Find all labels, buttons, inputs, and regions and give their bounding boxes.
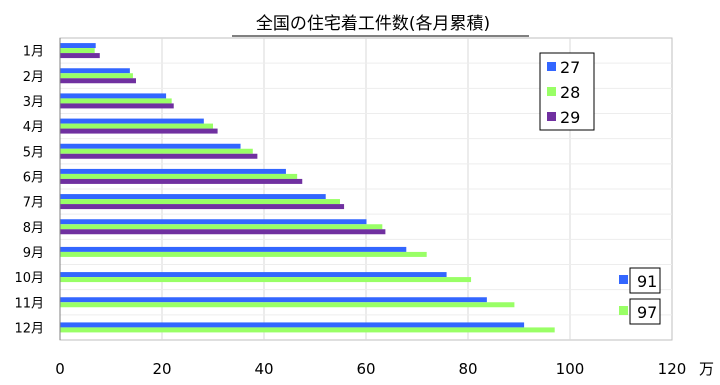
bar-27-9 (60, 246, 407, 252)
bar-27-4 (60, 118, 204, 124)
category-label: 12月 (14, 321, 44, 336)
bar-29-2 (60, 78, 136, 84)
legend: 27 28 29 (539, 52, 595, 131)
bar-27-3 (60, 93, 167, 99)
x-tick-label: 100 (556, 360, 585, 378)
category-label: 5月 (23, 145, 44, 160)
bar-27-6 (60, 168, 286, 174)
annotation-swatch-28 (619, 306, 628, 315)
x-tick-label: 60 (356, 360, 375, 378)
bar-28-10 (60, 277, 472, 283)
chart-title: 全国の住宅着工件数(各月累積) (256, 14, 490, 34)
bar-28-3 (60, 98, 172, 104)
bar-29-3 (60, 103, 174, 109)
annotation-box-28 (629, 298, 661, 325)
bar-27-5 (60, 143, 241, 149)
bar-28-9 (60, 251, 427, 257)
annotation-label-27: 91 (637, 272, 657, 291)
x-tick-label: 80 (458, 360, 477, 378)
bar-28-2 (60, 73, 133, 79)
bar-29-7 (60, 204, 345, 210)
legend-label-28: 28 (560, 83, 580, 102)
annotation-box-27 (629, 267, 661, 294)
bar-27-12 (60, 322, 525, 328)
bars (60, 43, 555, 333)
category-label: 11月 (14, 296, 44, 311)
bar-28-5 (60, 148, 253, 154)
category-label: 8月 (23, 221, 44, 236)
category-label: 6月 (23, 170, 44, 185)
x-tick-label: 0 (55, 360, 65, 378)
bar-27-1 (60, 43, 96, 49)
x-tick-label: 40 (254, 360, 273, 378)
tick-labels: 0 20 40 60 80 100 120 1月 2月 3月 4月 5月 6月 7月 8月 9月 10月 11月 1… (14, 45, 686, 378)
legend-label-27: 27 (560, 58, 580, 77)
bar-29-8 (60, 229, 386, 235)
x-tick-label: 120 (658, 360, 687, 378)
annotation-label-28: 97 (637, 303, 657, 322)
category-label: 7月 (23, 196, 44, 211)
category-label: 4月 (23, 120, 44, 135)
category-label: 2月 (23, 70, 44, 85)
bar-27-11 (60, 297, 487, 303)
annotation-swatch-27 (619, 275, 628, 284)
bar-29-6 (60, 178, 303, 184)
bar-28-8 (60, 224, 383, 230)
category-label: 3月 (23, 95, 44, 110)
bar-28-6 (60, 173, 298, 179)
bar-28-11 (60, 302, 515, 308)
bar-29-5 (60, 153, 258, 159)
legend-label-29: 29 (560, 108, 580, 127)
category-label: 10月 (14, 271, 44, 286)
legend-swatch-29 (547, 112, 556, 121)
bar-28-1 (60, 48, 95, 54)
x-tick-label: 20 (152, 360, 171, 378)
legend-swatch-28 (547, 87, 556, 96)
category-label: 1月 (23, 45, 44, 60)
bar-29-4 (60, 128, 218, 134)
bar-28-4 (60, 123, 213, 129)
category-label: 9月 (23, 246, 44, 261)
bar-28-12 (60, 327, 555, 333)
bar-27-10 (60, 272, 447, 278)
legend-swatch-27 (547, 62, 556, 71)
x-unit-label: 万 (699, 360, 714, 378)
annotations: 91 97 (619, 267, 661, 325)
bar-27-8 (60, 219, 367, 225)
bar-29-1 (60, 53, 100, 59)
bar-27-7 (60, 194, 326, 200)
bar-27-2 (60, 68, 130, 74)
bar-28-7 (60, 199, 340, 205)
